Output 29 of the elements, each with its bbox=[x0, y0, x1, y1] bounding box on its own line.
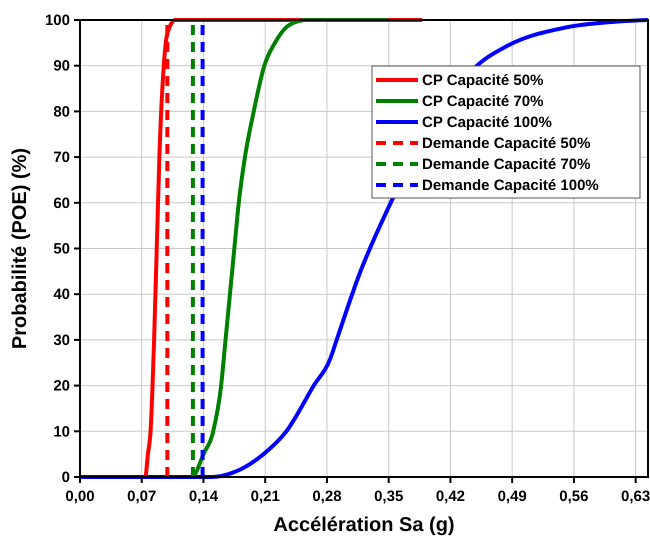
x-tick-label: 0,42 bbox=[436, 488, 466, 505]
y-tick-label: 10 bbox=[53, 423, 70, 440]
x-axis-title: Accélération Sa (g) bbox=[273, 514, 455, 536]
x-tick-label: 0,21 bbox=[250, 488, 280, 505]
legend-label: Demande Capacité 50% bbox=[422, 135, 590, 152]
x-tick-label: 0,56 bbox=[559, 488, 589, 505]
y-tick-label: 80 bbox=[53, 103, 70, 120]
x-tick-label: 0,49 bbox=[498, 488, 527, 505]
x-tick-label: 0,35 bbox=[374, 488, 404, 505]
x-tick-label: 0,14 bbox=[188, 488, 219, 505]
y-tick-label: 60 bbox=[53, 194, 70, 212]
y-tick-label: 100 bbox=[44, 12, 70, 29]
y-tick-label: 0 bbox=[62, 469, 70, 486]
legend-label: CP Capacité 70% bbox=[422, 93, 544, 110]
x-tick-label: 0,28 bbox=[312, 488, 342, 505]
legend-label: CP Capacité 100% bbox=[422, 114, 552, 131]
x-tick-label: 0,63 bbox=[621, 488, 650, 505]
y-tick-label: 20 bbox=[53, 378, 70, 395]
y-tick-label: 30 bbox=[53, 332, 70, 349]
legend-label: Demande Capacité 70% bbox=[422, 156, 590, 173]
y-tick-label: 40 bbox=[53, 286, 70, 304]
legend-label: Demande Capacité 100% bbox=[422, 177, 599, 194]
legend-label: CP Capacité 50% bbox=[422, 72, 544, 89]
y-axis-title: Probabilité (POE) (%) bbox=[9, 148, 31, 350]
x-tick-label: 0,00 bbox=[65, 488, 95, 505]
x-tick-label: 0,07 bbox=[127, 488, 156, 505]
y-tick-label: 70 bbox=[53, 149, 70, 166]
y-tick-label: 90 bbox=[53, 58, 70, 75]
y-tick-label: 50 bbox=[53, 240, 70, 258]
